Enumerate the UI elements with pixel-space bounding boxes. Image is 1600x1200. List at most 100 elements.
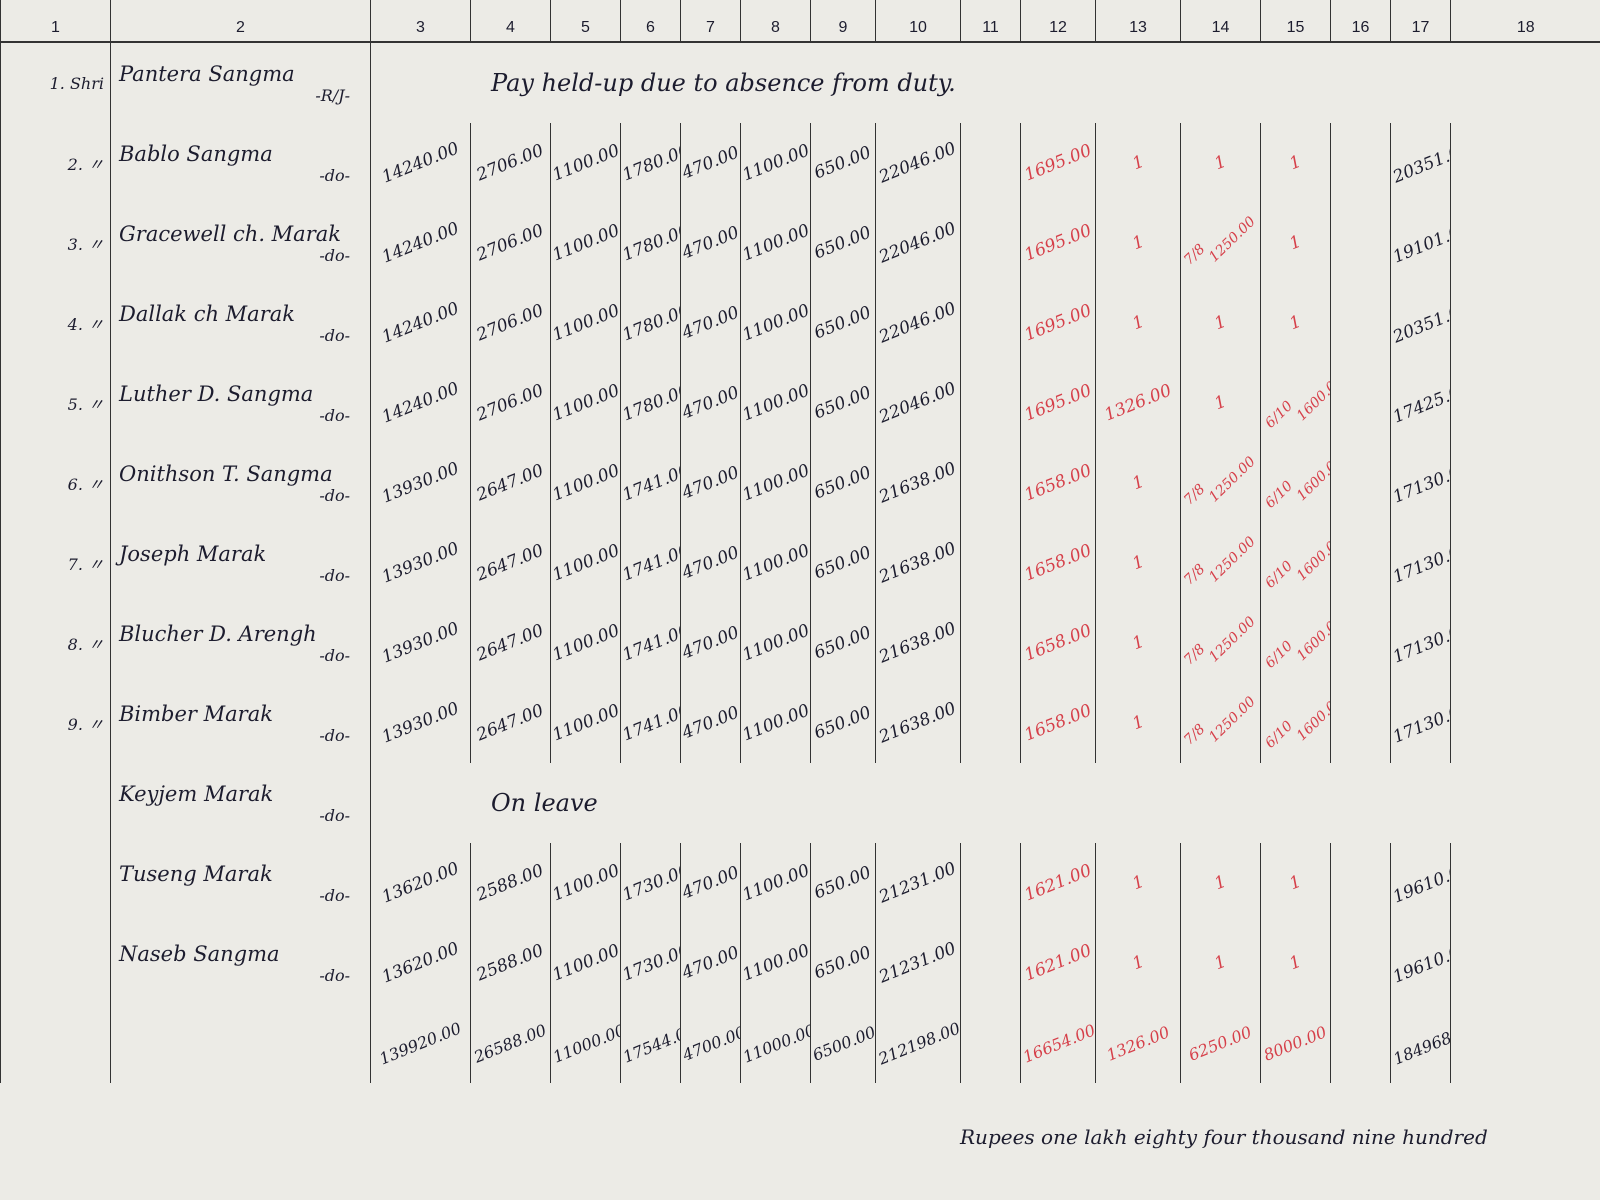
serial: 6. 〃: [0, 443, 111, 523]
amount: 1100.00: [740, 140, 811, 186]
remark: -do-: [319, 725, 350, 745]
cell: 2647.00: [470, 443, 551, 523]
cell: 470.00: [680, 603, 741, 683]
cell: 13930.00: [370, 443, 471, 523]
fraction: 6/10: [1262, 718, 1297, 752]
amount: 1100.00: [550, 380, 621, 426]
amount: 470.00: [680, 622, 741, 664]
cell: 470.00: [680, 443, 741, 523]
amount: 1100.00: [740, 860, 811, 906]
cell: 1: [1180, 363, 1261, 443]
cell: 6/101600.00: [1260, 523, 1331, 603]
cell: [1330, 1003, 1391, 1083]
cell: [1330, 843, 1391, 923]
amount: 650.00: [811, 702, 875, 744]
cell: 1695.00: [1020, 283, 1096, 363]
cell: 13620.00: [370, 923, 471, 1003]
column-number: 5: [550, 0, 621, 43]
cell: 13930.00: [370, 603, 471, 683]
amount: 21231.00: [876, 858, 960, 908]
amount: 1: [1211, 391, 1230, 415]
name-text: Blucher D. Arengh: [119, 621, 317, 646]
name-text: Joseph Marak: [119, 541, 267, 566]
cell: 17425.00: [1390, 363, 1451, 443]
cell: 470.00: [680, 683, 741, 763]
cell: 21231.00: [875, 923, 961, 1003]
serial-text: 3. 〃: [67, 235, 104, 254]
name-text: Bablo Sangma: [119, 141, 273, 166]
serial-text: 4. 〃: [67, 315, 104, 334]
amount: 1100.00: [740, 700, 811, 746]
amount: 13930.00: [379, 698, 462, 748]
cell: 212198.00: [875, 1003, 961, 1083]
cell: 17130.00: [1390, 523, 1451, 603]
cell: 2647.00: [470, 523, 551, 603]
amount: 14240.00: [379, 218, 462, 268]
cell: 1780.00: [620, 363, 681, 443]
amount: 1695.00: [1021, 220, 1095, 266]
amount: 650.00: [811, 222, 875, 264]
cell: [960, 843, 1021, 923]
name-text: Tuseng Marak: [119, 861, 273, 886]
ledger-row: 5. 〃 Luther D. Sangma -do- 14240.00 2706.00 1…: [0, 363, 1600, 443]
cell: 13930.00: [370, 683, 471, 763]
serial: 8. 〃: [0, 603, 111, 683]
amount: 470.00: [680, 862, 741, 904]
column-number: 4: [470, 0, 551, 43]
column-number: 1: [0, 0, 111, 43]
amount: 1741.00: [620, 620, 681, 666]
serial-text: 5. 〃: [67, 395, 104, 414]
cell: [1330, 443, 1391, 523]
remark: -do-: [319, 565, 350, 585]
fraction: 6/10: [1262, 558, 1297, 592]
amount: 1: [1129, 551, 1147, 575]
amount: 470.00: [680, 542, 741, 584]
fraction: 7/8: [1181, 561, 1209, 589]
column-number: 6: [620, 0, 681, 43]
cell: 2588.00: [470, 923, 551, 1003]
amount: 1100.00: [550, 460, 621, 506]
serial: 1. Shri: [0, 42, 111, 123]
amount: 1658.00: [1021, 460, 1095, 506]
cell: 1695.00: [1020, 123, 1096, 203]
amount: 1: [1129, 631, 1147, 655]
column-number: 17: [1390, 0, 1451, 43]
cell: 1741.00: [620, 603, 681, 683]
split-cell: 6/101600.00: [1262, 372, 1330, 431]
cell: 20351.00: [1390, 283, 1451, 363]
cell: [960, 523, 1021, 603]
amount: 26588.00: [471, 1019, 550, 1067]
cell: 1100.00: [550, 523, 621, 603]
amount: 13930.00: [379, 538, 462, 588]
amount: 1695.00: [1021, 380, 1095, 426]
cell: 1658.00: [1020, 523, 1096, 603]
name-text: Gracewell ch. Marak: [119, 221, 341, 246]
employee-name: Blucher D. Arengh -do-: [110, 603, 371, 683]
column-number: 8: [740, 0, 811, 43]
amount: 650.00: [811, 382, 875, 424]
split-cell: 7/81250.00: [1182, 614, 1261, 669]
cell: 1: [1260, 203, 1331, 283]
employee-name: Joseph Marak -do-: [110, 523, 371, 603]
cell: 1100.00: [740, 523, 811, 603]
remark: -do-: [319, 405, 350, 425]
employee-name: Bablo Sangma -do-: [110, 123, 371, 203]
amount: 2647.00: [474, 540, 547, 586]
serial-text: 1. Shri: [49, 73, 104, 93]
cell: 650.00: [810, 203, 876, 283]
cell: [960, 123, 1021, 203]
amount: 19101.00: [1390, 218, 1451, 268]
remark: -do-: [319, 885, 350, 905]
cell: 14240.00: [370, 203, 471, 283]
serial-text: 8. 〃: [67, 635, 104, 654]
cell: 2706.00: [470, 203, 551, 283]
cell: 6/101600.00: [1260, 603, 1331, 683]
name-text: Naseb Sangma: [119, 941, 280, 966]
amount: 1600.00: [1294, 612, 1331, 664]
serial: 3. 〃: [0, 203, 111, 283]
cell: 1326.00: [1095, 1003, 1181, 1083]
amount: 8000.00: [1261, 1021, 1330, 1065]
ledger-body: 1. Shri Pantera Sangma -R/J- Pay held-up du…: [0, 42, 1600, 1083]
cell: 1: [1260, 123, 1331, 203]
fraction: 7/8: [1181, 481, 1209, 509]
